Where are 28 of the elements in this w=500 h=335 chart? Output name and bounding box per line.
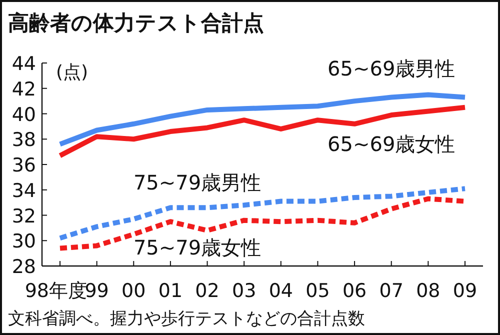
- x-tick-label: 07: [379, 280, 404, 302]
- x-tick-label: 98年度: [24, 280, 87, 302]
- x-tick-label: 02: [195, 280, 220, 302]
- x-tick-label: 06: [342, 280, 367, 302]
- y-tick-label: 32: [12, 205, 36, 228]
- x-tick-label: 09: [452, 280, 478, 302]
- x-tick-label: 05: [306, 280, 330, 302]
- x-tick-label: 03: [232, 280, 256, 302]
- y-tick-label: 38: [12, 129, 36, 152]
- y-tick-label: 42: [12, 78, 36, 100]
- series-label: 75~79歳女性: [133, 235, 262, 260]
- y-tick-label: 36: [12, 154, 36, 176]
- y-axis-title: (点): [56, 62, 88, 83]
- y-tick-label: 34: [12, 180, 36, 202]
- y-tick-label: 40: [12, 104, 36, 126]
- series-label: 65~69歳男性: [328, 56, 456, 80]
- x-tick-label: 99: [84, 280, 109, 302]
- x-tick-label: 08: [416, 280, 440, 302]
- x-tick-label: 01: [158, 280, 183, 302]
- y-tick-label: 44: [12, 53, 36, 75]
- x-tick-label: 00: [122, 280, 146, 302]
- y-tick-label: 28: [12, 256, 36, 278]
- series-label: 75~79歳男性: [133, 170, 262, 195]
- y-tick-label: 30: [12, 230, 36, 253]
- text: 文科省調べ。握力や歩行テストなどの合計点数: [8, 309, 365, 329]
- chart-title: 高齢者の体力テスト合計点: [8, 11, 264, 35]
- x-tick-label: 04: [268, 280, 294, 302]
- series-label: 65~69歳女性: [328, 132, 456, 156]
